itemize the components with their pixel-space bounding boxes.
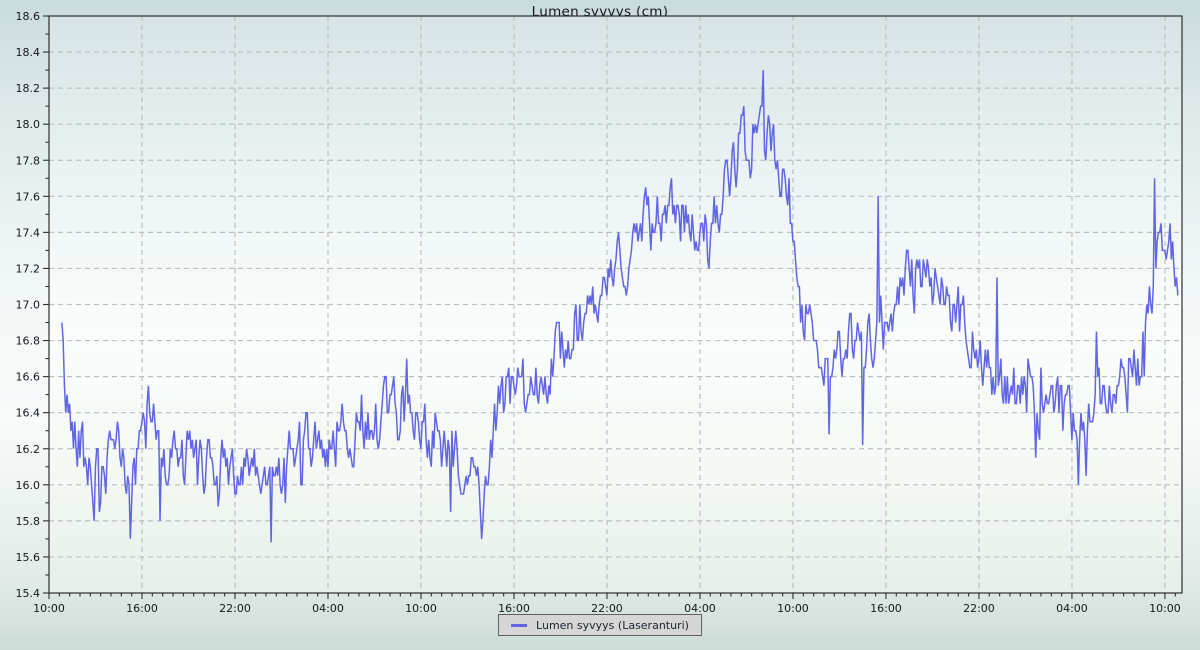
x-tick-label: 10:00	[1149, 602, 1181, 615]
y-tick-label: 16.2	[16, 443, 41, 456]
y-tick-label: 17.6	[16, 190, 41, 203]
y-tick-label: 17.2	[16, 262, 41, 275]
x-tick-label: 04:00	[312, 602, 344, 615]
plot-area: 15.4 15.6 15.8 16.0 16.2 16.4 16.6 16.8 17.0 17.2…	[16, 10, 1183, 615]
x-tick-label: 22:00	[219, 602, 251, 615]
x-tick-label: 16:00	[498, 602, 530, 615]
y-tick-label: 16.0	[16, 479, 41, 492]
legend-label: Lumen syvyys (Laseranturi)	[536, 618, 689, 632]
y-tick-label: 17.8	[16, 154, 41, 167]
y-tick-label: 18.6	[16, 10, 41, 23]
x-tick-label: 16:00	[126, 602, 158, 615]
y-tick-label: 18.4	[16, 46, 41, 59]
y-tick-label: 17.0	[16, 299, 41, 312]
x-tick-label: 10:00	[405, 602, 437, 615]
y-tick-label: 15.4	[16, 587, 41, 600]
x-tick-label: 22:00	[963, 602, 995, 615]
y-tick-label: 17.4	[16, 226, 41, 239]
plot-background	[49, 16, 1182, 593]
y-tick-label: 16.8	[16, 335, 41, 348]
x-tick-label: 10:00	[777, 602, 809, 615]
y-tick-label: 15.6	[16, 551, 41, 564]
x-tick-label: 22:00	[591, 602, 623, 615]
legend-line-sample	[511, 623, 528, 627]
legend: Lumen syvyys (Laseranturi)	[498, 614, 702, 636]
x-tick-label: 04:00	[684, 602, 716, 615]
y-tick-label: 16.4	[16, 407, 41, 420]
y-tick-label: 18.0	[16, 118, 41, 131]
x-tick-label: 16:00	[870, 602, 902, 615]
y-tick-label: 16.6	[16, 371, 41, 384]
y-tick-label: 18.2	[16, 82, 41, 95]
data-series-line	[61, 70, 1179, 543]
x-tick-label: 10:00	[33, 602, 65, 615]
y-tick-label: 15.8	[16, 515, 41, 528]
x-tick-label: 04:00	[1056, 602, 1088, 615]
